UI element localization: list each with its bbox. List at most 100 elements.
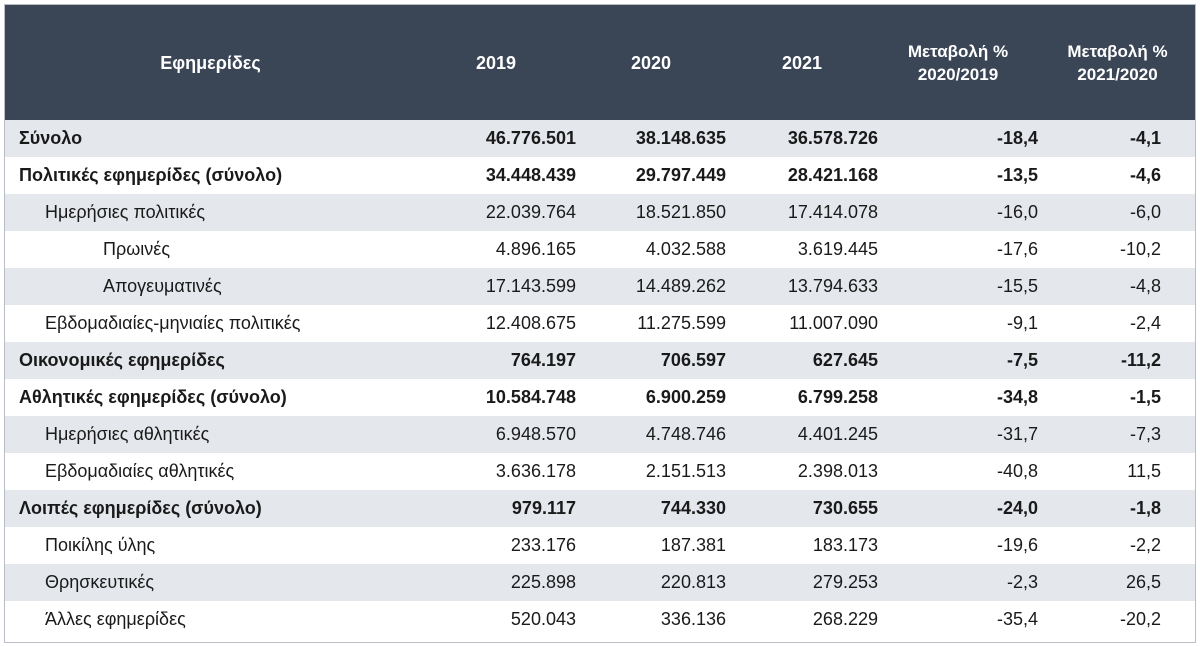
table-row: Πολιτικές εφημερίδες (σύνολο) 34.448.439 2… bbox=[5, 157, 1195, 194]
change-2020-2019: -35,4 bbox=[996, 609, 1038, 629]
change-2020-2019: -18,4 bbox=[996, 128, 1038, 148]
change-2021-2020: -2,2 bbox=[1129, 535, 1161, 555]
value-2019: 764.197 bbox=[510, 350, 576, 370]
value-2020: 4.748.746 bbox=[645, 424, 726, 444]
change-2020-2019: -17,6 bbox=[996, 239, 1038, 259]
change-2021-2020: -4,8 bbox=[1129, 276, 1161, 296]
table-row: Απογευματινές 17.143.599 14.489.262 13.794.… bbox=[5, 268, 1195, 305]
header-change-2020-2019-line2: 2020/2019 bbox=[917, 64, 999, 84]
row-label: Εβδομαδιαίες-μηνιαίες πολιτικές bbox=[45, 313, 301, 333]
value-2020: 744.330 bbox=[660, 498, 726, 518]
table-row: Ημερήσιες πολιτικές 22.039.764 18.521.850 1… bbox=[5, 194, 1195, 231]
change-2020-2019: -34,8 bbox=[996, 387, 1038, 407]
table-row: Ποικίλης ύλης 233.176 187.381 183.173 -19,6 -… bbox=[5, 527, 1195, 564]
value-2021: 183.173 bbox=[812, 535, 878, 555]
change-2021-2020: -1,8 bbox=[1129, 498, 1161, 518]
header-newspapers: Εφημερίδες bbox=[160, 52, 261, 73]
value-2021: 4.401.245 bbox=[797, 424, 878, 444]
table-row: Οικονομικές εφημερίδες 764.197 706.597 627.… bbox=[5, 342, 1195, 379]
value-2019: 10.584.748 bbox=[485, 387, 576, 407]
value-2019: 6.948.570 bbox=[495, 424, 576, 444]
change-2021-2020: -2,4 bbox=[1129, 313, 1161, 333]
value-2019: 17.143.599 bbox=[485, 276, 576, 296]
change-2021-2020: -20,2 bbox=[1119, 609, 1161, 629]
value-2020: 11.275.599 bbox=[637, 313, 726, 333]
value-2020: 220.813 bbox=[660, 572, 726, 592]
value-2020: 2.151.513 bbox=[645, 461, 726, 481]
change-2020-2019: -13,5 bbox=[996, 165, 1038, 185]
table-row: Λοιπές εφημερίδες (σύνολο) 979.117 744.330… bbox=[5, 490, 1195, 527]
row-label: Λοιπές εφημερίδες (σύνολο) bbox=[19, 498, 262, 518]
value-2019: 22.039.764 bbox=[485, 202, 576, 222]
change-2020-2019: -19,6 bbox=[996, 535, 1038, 555]
value-2019: 12.408.675 bbox=[485, 313, 576, 333]
change-2021-2020: 26,5 bbox=[1125, 572, 1161, 592]
row-label: Ποικίλης ύλης bbox=[45, 535, 156, 555]
header-change-2020-2019: Μεταβολή % 2020/2019 bbox=[878, 5, 1038, 120]
value-2020: 4.032.588 bbox=[645, 239, 726, 259]
value-2021: 268.229 bbox=[812, 609, 878, 629]
value-2021: 28.421.168 bbox=[787, 165, 878, 185]
change-2020-2019: -2,3 bbox=[1006, 572, 1038, 592]
value-2021: 730.655 bbox=[812, 498, 878, 518]
row-label: Ημερήσιες αθλητικές bbox=[45, 424, 210, 444]
change-2020-2019: -7,5 bbox=[1006, 350, 1038, 370]
value-2019: 979.117 bbox=[511, 498, 576, 518]
table-row: Εβδομαδιαίες αθλητικές 3.636.178 2.151.513… bbox=[5, 453, 1195, 490]
header-change-2020-2019-line1: Μεταβολή % bbox=[907, 41, 1009, 61]
table-row: Αθλητικές εφημερίδες (σύνολο) 10.584.748 6… bbox=[5, 379, 1195, 416]
value-2020: 336.136 bbox=[660, 609, 726, 629]
value-2021: 11.007.090 bbox=[789, 313, 878, 333]
change-2021-2020: -7,3 bbox=[1129, 424, 1161, 444]
row-label: Πολιτικές εφημερίδες (σύνολο) bbox=[19, 165, 283, 185]
value-2021: 6.799.258 bbox=[797, 387, 878, 407]
change-2021-2020: -6,0 bbox=[1129, 202, 1161, 222]
newspaper-circulation-table: Εφημερίδες 2019 2020 2021 Μεταβολή % 202… bbox=[5, 5, 1195, 638]
table-row: Άλλες εφημερίδες 520.043 336.136 268.229 -35… bbox=[5, 601, 1195, 638]
change-2021-2020: -4,1 bbox=[1129, 128, 1161, 148]
value-2021: 3.619.445 bbox=[797, 239, 878, 259]
table-row: Θρησκευτικές 225.898 220.813 279.253 -2,3 26,… bbox=[5, 564, 1195, 601]
value-2020: 187.381 bbox=[660, 535, 726, 555]
row-label: Απογευματινές bbox=[103, 276, 222, 296]
row-label: Πρωινές bbox=[103, 239, 170, 259]
change-2021-2020: -10,2 bbox=[1119, 239, 1161, 259]
value-2019: 4.896.165 bbox=[495, 239, 576, 259]
change-2021-2020: -11,2 bbox=[1120, 350, 1161, 370]
change-2021-2020: -4,6 bbox=[1129, 165, 1161, 185]
value-2020: 38.148.635 bbox=[635, 128, 726, 148]
value-2021: 13.794.633 bbox=[787, 276, 878, 296]
row-label: Ημερήσιες πολιτικές bbox=[45, 202, 206, 222]
header-change-2021-2020-line1: Μεταβολή % bbox=[1067, 41, 1168, 61]
value-2021: 627.645 bbox=[812, 350, 878, 370]
row-label: Οικονομικές εφημερίδες bbox=[19, 350, 225, 370]
change-2020-2019: -9,1 bbox=[1006, 313, 1038, 333]
value-2019: 233.176 bbox=[510, 535, 576, 555]
value-2019: 225.898 bbox=[510, 572, 576, 592]
change-2020-2019: -31,7 bbox=[996, 424, 1038, 444]
row-label: Άλλες εφημερίδες bbox=[45, 609, 186, 629]
value-2019: 46.776.501 bbox=[485, 128, 576, 148]
value-2021: 17.414.078 bbox=[787, 202, 878, 222]
change-2021-2020: 11,5 bbox=[1127, 461, 1161, 481]
change-2020-2019: -15,5 bbox=[996, 276, 1038, 296]
row-label: Εβδομαδιαίες αθλητικές bbox=[45, 461, 235, 481]
header-2021: 2021 bbox=[781, 52, 823, 73]
row-label: Αθλητικές εφημερίδες (σύνολο) bbox=[19, 387, 287, 407]
value-2020: 29.797.449 bbox=[635, 165, 726, 185]
value-2021: 36.578.726 bbox=[787, 128, 878, 148]
value-2021: 279.253 bbox=[812, 572, 878, 592]
newspaper-circulation-table-frame: Εφημερίδες 2019 2020 2021 Μεταβολή % 202… bbox=[4, 4, 1196, 643]
header-2019: 2019 bbox=[475, 52, 517, 73]
table-row: Σύνολο 46.776.501 38.148.635 36.578.726 -18,… bbox=[5, 120, 1195, 157]
value-2019: 34.448.439 bbox=[485, 165, 576, 185]
table-header-row: Εφημερίδες 2019 2020 2021 Μεταβολή % 202… bbox=[5, 5, 1195, 120]
table-row: Εβδομαδιαίες-μηνιαίες πολιτικές 12.408.67… bbox=[5, 305, 1195, 342]
header-2020: 2020 bbox=[630, 52, 672, 73]
row-label: Θρησκευτικές bbox=[45, 572, 155, 592]
header-change-2021-2020: Μεταβολή % 2021/2020 bbox=[1038, 5, 1195, 120]
value-2020: 18.521.850 bbox=[635, 202, 726, 222]
row-label: Σύνολο bbox=[19, 128, 83, 148]
value-2020: 706.597 bbox=[660, 350, 726, 370]
table-row: Πρωινές 4.896.165 4.032.588 3.619.445 -17,6 -… bbox=[5, 231, 1195, 268]
